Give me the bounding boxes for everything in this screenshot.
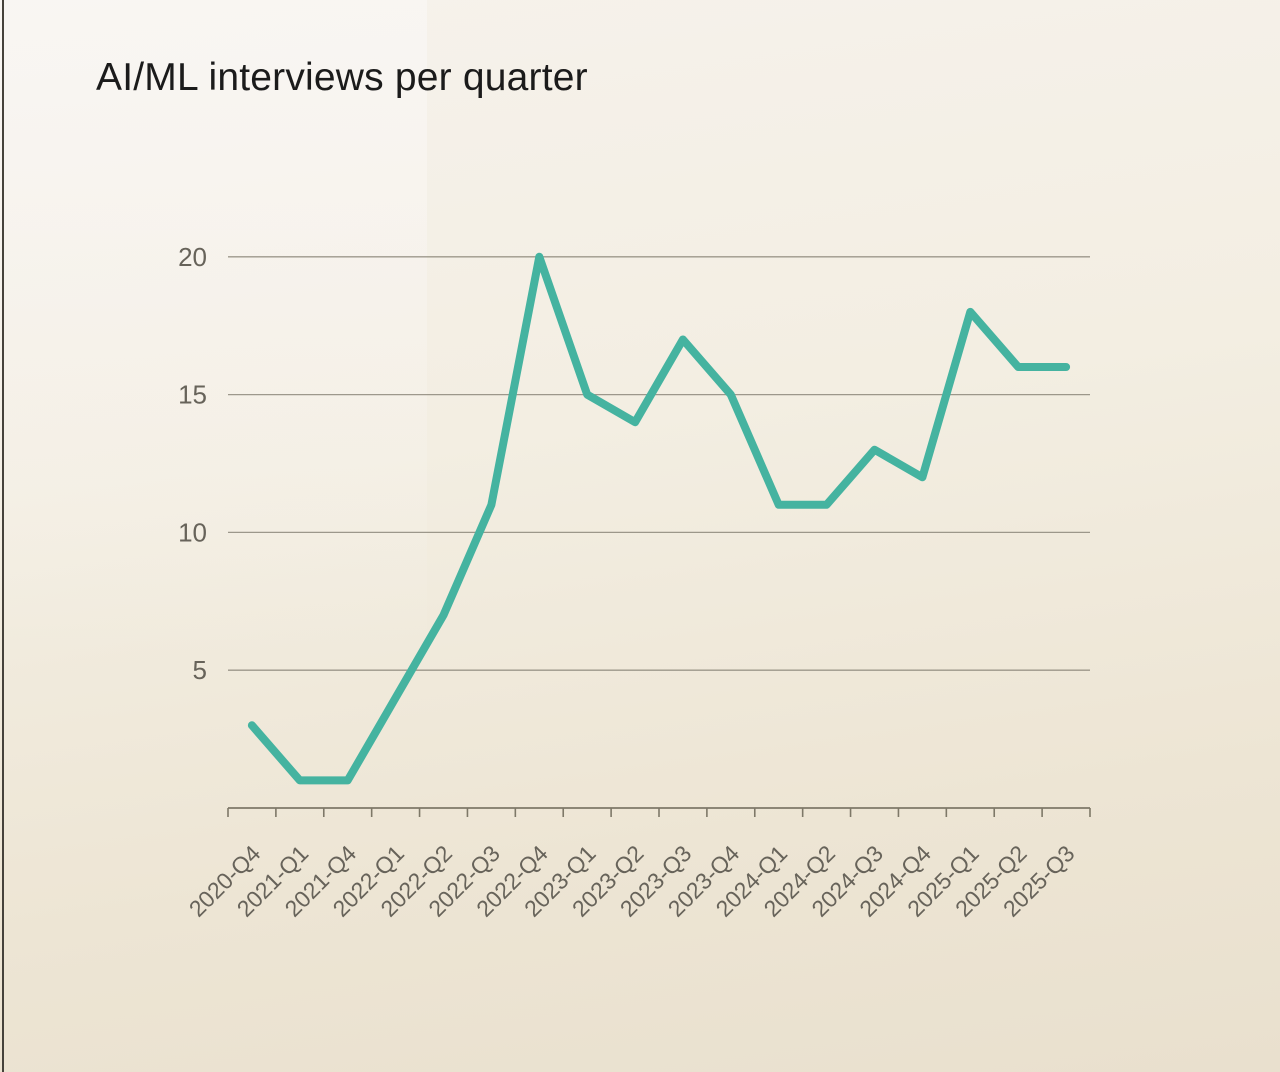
data-line-series bbox=[247, 252, 1071, 785]
y-tick-label-5: 5 bbox=[193, 655, 207, 685]
y-tick-label-15: 15 bbox=[178, 380, 207, 410]
y-tick-label-20: 20 bbox=[178, 242, 207, 272]
y-tick-label-10: 10 bbox=[178, 517, 207, 547]
left-border-line bbox=[2, 0, 4, 1072]
chart-title: AI/ML interviews per quarter bbox=[96, 56, 588, 99]
